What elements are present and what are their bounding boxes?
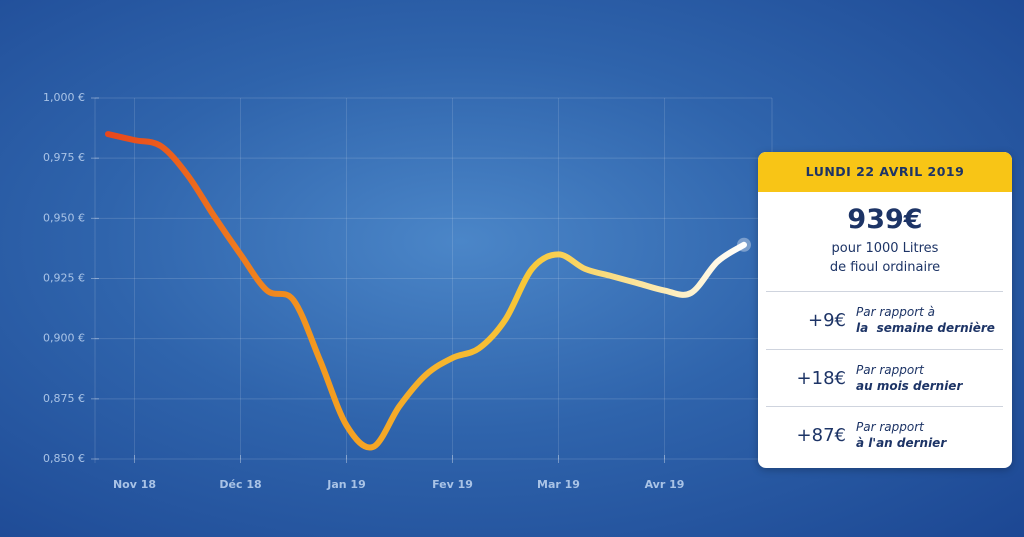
price-line [105, 131, 747, 451]
comparison-label: Par rapport au mois dernier [856, 362, 962, 394]
comparison-row: +87€ Par rapport à l'an dernier [766, 406, 1003, 464]
comparison-row: +18€ Par rapport au mois dernier [766, 349, 1003, 407]
card-price: 939€ [847, 204, 923, 235]
comparison-row: +9€ Par rapport à la semaine dernière [766, 291, 1003, 349]
y-tick-label: 1,000 € [43, 91, 85, 104]
y-tick-label: 0,850 € [43, 452, 85, 465]
caption-line: pour 1000 Litres [831, 241, 939, 256]
x-tick-label: Avr 19 [645, 478, 685, 491]
y-tick-label: 0,900 € [43, 332, 85, 345]
y-tick-label: 0,950 € [43, 211, 85, 224]
change: +18€ [796, 368, 846, 389]
x-tick-label: Fev 19 [432, 478, 473, 491]
comparison-label: Par rapport à la semaine dernière [856, 304, 995, 336]
label-line: Par rapport à [856, 305, 936, 319]
y-tick-label: 0,925 € [43, 272, 85, 285]
label-line: au mois dernier [856, 379, 963, 393]
label-line: Par rapport [856, 420, 924, 434]
change: +9€ [808, 310, 846, 331]
label-line: la semaine dernière [856, 321, 995, 335]
x-tick-label: Nov 18 [113, 478, 156, 491]
label-line: Par rapport [856, 363, 924, 377]
end-glow [737, 237, 751, 252]
label-line: à l'an dernier [856, 436, 947, 450]
y-tick-label: 0,975 € [43, 151, 85, 164]
card-caption: pour 1000 Litres de fioul ordinaire [758, 239, 1012, 277]
x-tick-label: Jan 19 [326, 478, 365, 491]
x-tick-label: Déc 18 [219, 478, 261, 491]
caption-line: de fioul ordinaire [829, 260, 941, 275]
change: +87€ [796, 425, 846, 446]
card-date: LUNDI 22 AVRIL 2019 [758, 152, 1012, 192]
comparison-label: Par rapport à l'an dernier [856, 419, 946, 451]
y-tick-label: 0,875 € [43, 392, 85, 405]
price-card: LUNDI 22 AVRIL 2019 939€ pour 1000 Litre… [758, 152, 1012, 468]
x-tick-label: Mar 19 [537, 478, 580, 491]
